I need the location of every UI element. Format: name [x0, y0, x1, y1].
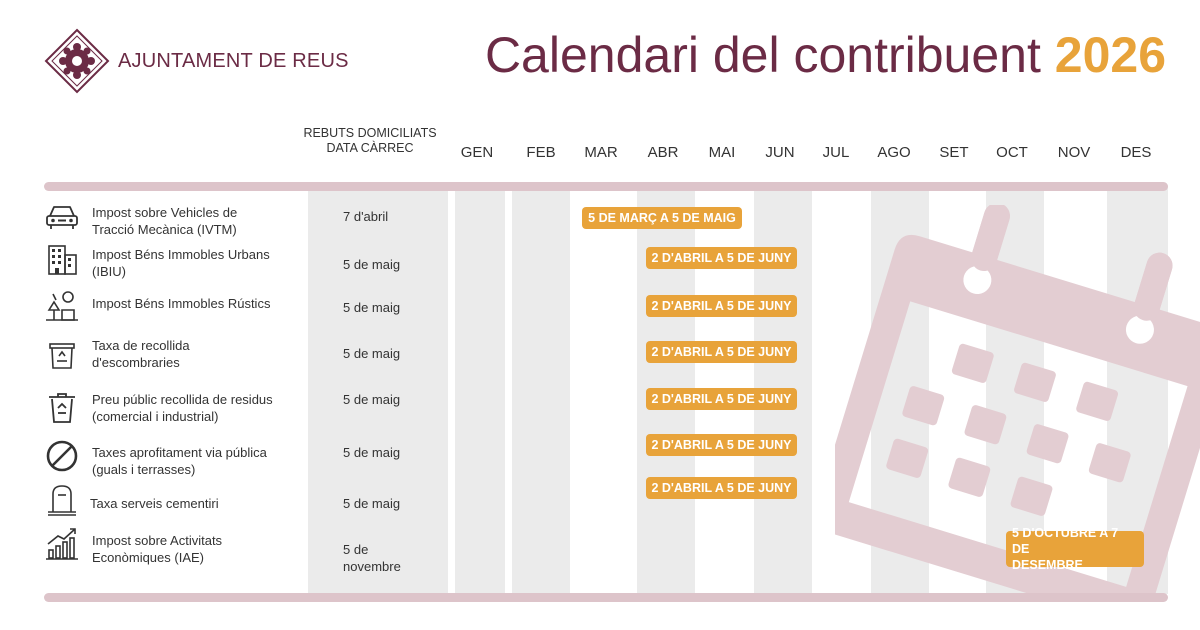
row-name-line2: Econòmiques (IAE) — [92, 550, 204, 565]
row-name-iae: Impost sobre Activitats Econòmiques (IAE… — [92, 532, 292, 566]
period-pill-ivtm: 5 DE MARÇ A 5 DE MAIG — [582, 207, 742, 229]
row-name-line1: Impost sobre Vehicles de — [92, 205, 238, 220]
month-ago: AGO — [877, 144, 911, 161]
row-name-line2: (IBIU) — [92, 264, 126, 279]
column-stripe-rebuts — [308, 186, 448, 594]
row-date-cementiri: 5 de maig — [343, 496, 401, 511]
row-name-line1: Taxa de recollida — [92, 338, 190, 353]
row-name-line2: (guals i terrasses) — [92, 462, 196, 477]
row-date-ibiu: 5 de maig — [343, 257, 401, 272]
period-pill-residus: 2 D'ABRIL A 5 DE JUNY — [646, 388, 797, 410]
month-mai: MAI — [708, 144, 736, 161]
column-stripe-feb — [512, 186, 570, 594]
row-name-line1: Impost sobre Activitats — [92, 533, 223, 548]
row-name-line2: Tracció Mecànica (IVTM) — [92, 222, 237, 237]
period-pill-via-publica: 2 D'ABRIL A 5 DE JUNY — [646, 434, 797, 456]
row-name-ibiu: Impost Béns Immobles Urbans (IBIU) — [92, 246, 292, 280]
row-date-iae: 5 de novembre — [343, 541, 433, 575]
month-abr: ABR — [647, 144, 679, 161]
row-name-line1: Taxes aprofitament via pública — [92, 445, 267, 460]
period-pill-iae: 5 D'OCTUBRE A 7 DE DESEMBRE — [1006, 526, 1144, 572]
row-date-ivtm: 7 d'abril — [343, 209, 389, 224]
page-title: Calendari del contribuent 2026 — [485, 26, 1166, 84]
row-name-line1: Preu públic recollida de residus — [92, 392, 273, 407]
row-date-rustics: 5 de maig — [343, 300, 401, 315]
month-set: SET — [939, 144, 969, 161]
row-name-line1: Impost Béns Immobles Rústics — [92, 296, 271, 311]
row-date-residus: 5 de maig — [343, 392, 401, 407]
row-date-line1: 5 de — [343, 542, 369, 557]
car-icon — [46, 206, 78, 229]
row-name-line1: Taxa serveis cementiri — [90, 496, 219, 511]
month-des: DES — [1120, 144, 1152, 161]
rural-icon — [46, 291, 78, 321]
month-mar: MAR — [584, 144, 618, 161]
month-jun: JUN — [765, 144, 795, 161]
prohibited-icon — [46, 440, 78, 472]
period-pill-rustics: 2 D'ABRIL A 5 DE JUNY — [646, 295, 797, 317]
building-icon — [48, 245, 77, 275]
row-name-rustics: Impost Béns Immobles Rústics — [92, 295, 292, 312]
calendar-watermark-icon — [835, 205, 1200, 595]
row-name-line2: (comercial i industrial) — [92, 409, 219, 424]
row-name-ivtm: Impost sobre Vehicles de Tracció Mecànic… — [92, 204, 292, 238]
rebuts-header-line1: REBUTS DOMICILIATS — [303, 126, 437, 140]
period-pill-cementiri: 2 D'ABRIL A 5 DE JUNY — [646, 477, 797, 499]
organization-name: AJUNTAMENT DE REUS — [118, 50, 349, 72]
month-feb: FEB — [526, 144, 556, 161]
row-date-line2: novembre — [343, 559, 401, 574]
month-jul: JUL — [822, 144, 850, 161]
title-text: Calendari del contribuent — [484, 27, 1041, 83]
row-name-cementiri: Taxa serveis cementiri — [90, 495, 290, 512]
rebuts-header-line2: DATA CÀRREC — [326, 141, 414, 155]
rebuts-domiciliats-header: REBUTS DOMICILIATS DATA CÀRREC — [300, 126, 440, 156]
period-pill-escombraries: 2 D'ABRIL A 5 DE JUNY — [646, 341, 797, 363]
period-pill-line1: 5 D'OCTUBRE A 7 DE — [1012, 526, 1119, 556]
row-date-via-publica: 5 de maig — [343, 445, 401, 460]
row-name-residus: Preu públic recollida de residus (comerc… — [92, 391, 292, 425]
period-pill-line2: DESEMBRE — [1012, 558, 1083, 572]
title-year: 2026 — [1054, 27, 1166, 83]
row-name-line1: Impost Béns Immobles Urbans — [92, 247, 270, 262]
period-pill-ibiu: 2 D'ABRIL A 5 DE JUNY — [646, 247, 797, 269]
recycle-bin-icon — [49, 343, 75, 369]
month-nov: NOV — [1057, 144, 1091, 161]
bottom-divider-bar — [44, 593, 1168, 602]
top-divider-bar — [44, 182, 1168, 191]
month-gen: GEN — [460, 144, 494, 161]
month-oct: OCT — [996, 144, 1028, 161]
row-name-escombraries: Taxa de recollida d'escombraries — [92, 337, 292, 371]
gravestone-icon — [48, 485, 76, 516]
growth-chart-icon — [46, 528, 78, 560]
column-stripe-gen — [455, 186, 505, 594]
trash-can-icon — [49, 393, 75, 423]
reus-logo — [44, 28, 110, 94]
row-name-via-publica: Taxes aprofitament via pública (guals i … — [92, 444, 292, 478]
row-date-escombraries: 5 de maig — [343, 346, 401, 361]
row-name-line2: d'escombraries — [92, 355, 180, 370]
